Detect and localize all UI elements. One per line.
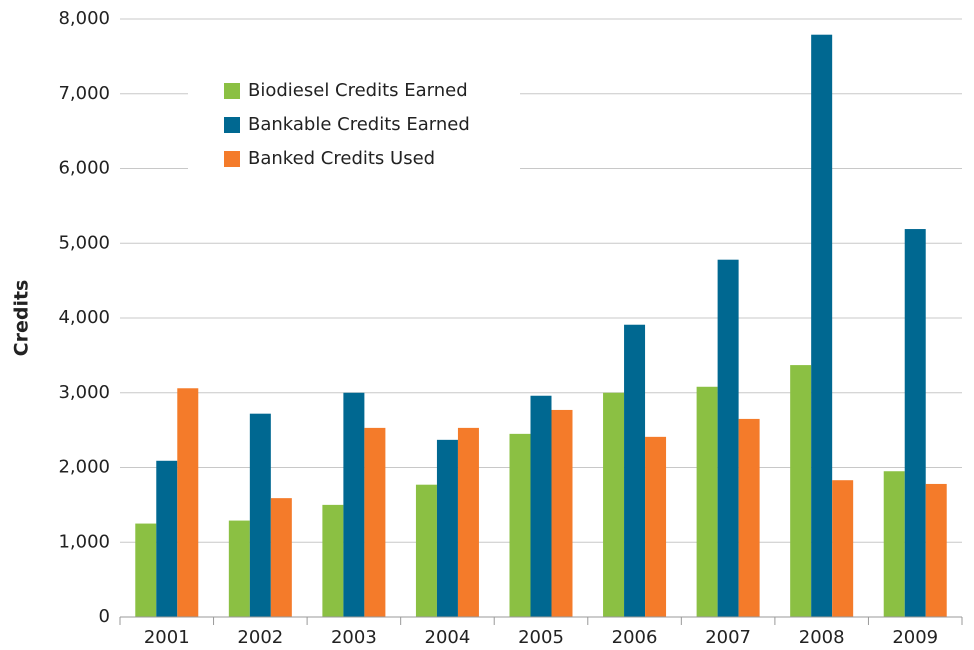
y-tick-label: 7,000 — [58, 83, 110, 104]
x-tick-label: 2008 — [799, 627, 845, 648]
x-tick-label: 2003 — [331, 627, 377, 648]
y-tick-label: 6,000 — [58, 158, 110, 179]
x-tick-label: 2006 — [612, 627, 658, 648]
x-tick-label: 2001 — [144, 627, 190, 648]
y-tick-label: 2,000 — [58, 457, 110, 478]
bar — [343, 392, 365, 617]
legend-label: Biodiesel Credits Earned — [248, 80, 468, 101]
bar — [177, 388, 199, 617]
legend-label: Bankable Credits Earned — [248, 114, 470, 135]
x-tick-label: 2004 — [425, 627, 471, 648]
y-tick-label: 1,000 — [58, 531, 110, 552]
bar — [696, 386, 718, 617]
y-tick-label: 0 — [99, 606, 110, 627]
x-tick-label: 2009 — [892, 627, 938, 648]
bar — [717, 259, 739, 617]
y-tick-label: 3,000 — [58, 382, 110, 403]
bar — [530, 395, 552, 617]
x-tick-label: 2007 — [705, 627, 751, 648]
bar — [624, 324, 646, 617]
bar — [509, 433, 531, 617]
bar — [156, 460, 178, 617]
y-tick-label: 5,000 — [58, 232, 110, 253]
bar — [811, 34, 833, 617]
bar — [645, 436, 667, 617]
bar — [925, 483, 947, 617]
bar — [249, 413, 271, 617]
bar — [135, 523, 157, 617]
legend-swatch — [224, 117, 240, 133]
y-axis-label: Credits — [11, 280, 33, 357]
bar — [790, 365, 812, 617]
x-tick-label: 2005 — [518, 627, 564, 648]
bar — [603, 392, 625, 617]
y-tick-label: 4,000 — [58, 307, 110, 328]
bar — [738, 418, 760, 617]
bar — [457, 427, 479, 617]
legend-box — [188, 72, 520, 176]
bar — [883, 471, 905, 617]
bar — [322, 504, 344, 617]
y-tick-label: 8,000 — [58, 8, 110, 29]
x-tick-label: 2002 — [237, 627, 283, 648]
legend-label: Banked Credits Used — [248, 148, 435, 169]
bar — [270, 498, 292, 617]
bar — [436, 439, 458, 617]
bar — [228, 520, 250, 617]
bar — [364, 427, 386, 617]
bar — [904, 229, 926, 618]
bar — [415, 484, 437, 617]
legend-swatch — [224, 151, 240, 167]
bar — [832, 480, 854, 617]
legend-swatch — [224, 83, 240, 99]
bar — [551, 409, 573, 617]
